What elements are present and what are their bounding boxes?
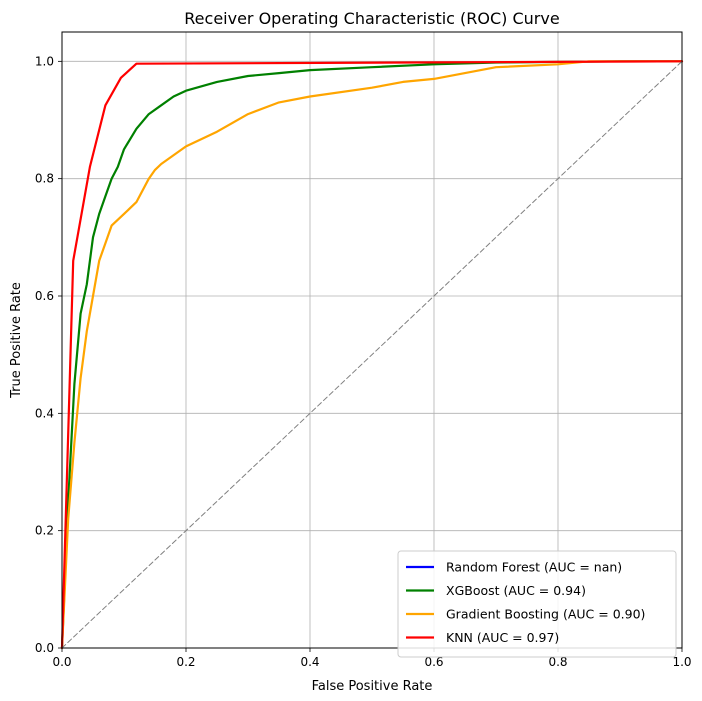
series-line-knn <box>60 60 684 650</box>
x-tick-label: 0.4 <box>300 655 319 669</box>
diagonal-reference-line <box>61 60 683 649</box>
x-axis-label: False Positive Rate <box>312 679 433 694</box>
plot-frame <box>61 31 683 649</box>
series-line-xgboost <box>60 60 684 650</box>
legend-label: KNN (AUC = 0.97) <box>446 630 559 645</box>
x-tick-label: 0.8 <box>548 655 567 669</box>
legend-label: Gradient Boosting (AUC = 0.90) <box>446 607 645 622</box>
x-tick-label: 0.6 <box>424 655 443 669</box>
x-tick-label: 1.0 <box>672 655 691 669</box>
series-lines <box>60 60 684 650</box>
series-line-gradient-boosting <box>60 60 684 650</box>
y-tick-label: 0.4 <box>35 406 54 420</box>
legend: Random Forest (AUC = nan) XGBoost (AUC = … <box>397 550 677 658</box>
legend-label: XGBoost (AUC = 0.94) <box>446 583 586 598</box>
y-tick-label: 0.6 <box>35 289 54 303</box>
grid <box>61 32 683 649</box>
y-tick-label: 0.8 <box>35 172 54 186</box>
x-tick-label: 0.2 <box>176 655 195 669</box>
y-tick-label: 0.0 <box>35 641 54 655</box>
y-axis-label: True Positive Rate <box>9 282 24 399</box>
legend-label: Random Forest (AUC = nan) <box>446 560 622 575</box>
axis-ticks: 0.0 0.2 0.4 0.6 0.8 1.0 0.0 0.2 0.4 0.6 0.8 1.0 <box>35 54 692 669</box>
x-tick-label: 0.0 <box>52 655 71 669</box>
legend-box <box>397 550 677 658</box>
y-tick-label: 1.0 <box>35 54 54 68</box>
y-tick-label: 0.2 <box>35 524 54 538</box>
chart-title: Receiver Operating Characteristic (ROC) … <box>184 9 559 28</box>
